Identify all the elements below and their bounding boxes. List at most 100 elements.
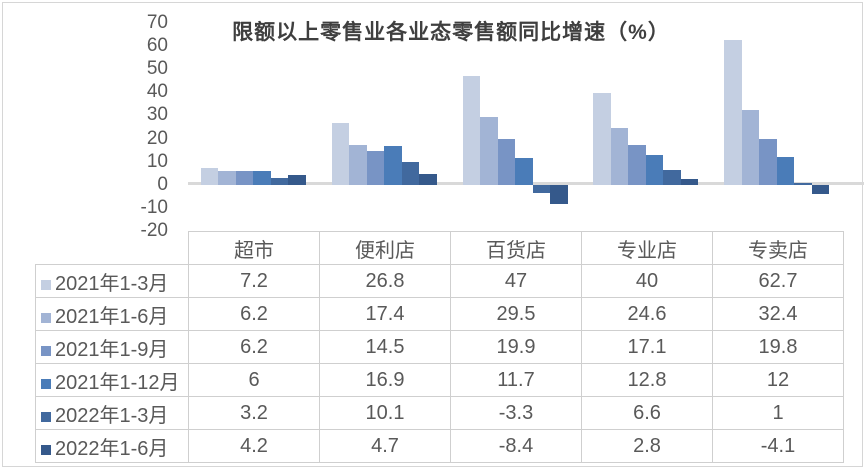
- legend-swatch: [41, 312, 51, 323]
- value-cell: 6.2: [188, 297, 320, 331]
- y-axis: 70 60 50 40 30 20 10 0 -10 -20: [96, 0, 168, 241]
- bar-2021年1-12月-专卖店: [776, 157, 795, 185]
- row-label: 2022年1-3月: [55, 404, 169, 427]
- legend-swatch: [41, 444, 51, 455]
- table-row: 2021年1-3月 7.2 26.8 47 40 62.7: [35, 264, 844, 298]
- value-cell: 2.8: [581, 429, 713, 463]
- value-cell: 12: [712, 363, 844, 397]
- bar-2022年1-3月-专卖店: [794, 182, 812, 185]
- table-row: 2021年1-12月 6 16.9 11.7 12.8 12: [35, 363, 844, 397]
- bar-2021年1-6月-超市: [218, 170, 236, 185]
- value-cell: 11.7: [450, 363, 582, 397]
- y-axis-label: -10: [140, 196, 168, 218]
- bar-2021年1-9月-超市: [235, 170, 254, 185]
- value-cell: 1: [712, 396, 844, 430]
- value-cell: 7.2: [188, 264, 320, 298]
- y-axis-label: 60: [146, 35, 168, 57]
- bar-2021年1-9月-专卖店: [759, 139, 777, 185]
- legend-swatch: [41, 279, 51, 290]
- bar-2021年1-6月-专卖店: [741, 110, 760, 185]
- bar-2022年1-3月-百货店: [532, 185, 550, 193]
- bar-2021年1-3月-超市: [200, 168, 219, 185]
- bar-2021年1-12月-专业店: [645, 155, 664, 185]
- value-cell: 6.6: [581, 396, 713, 430]
- table-header-cell: 超市: [188, 231, 320, 265]
- value-cell: 4.7: [319, 429, 451, 463]
- bar-2022年1-6月-超市: [288, 175, 306, 185]
- plot-area: [188, 23, 864, 231]
- table-header-row: 超市 便利店 百货店 专业店 专卖店: [36, 231, 844, 265]
- value-cell: 17.4: [319, 297, 451, 331]
- value-cell: 17.1: [581, 330, 713, 364]
- bar-2022年1-3月-便利店: [401, 161, 420, 185]
- value-cell: 32.4: [712, 297, 844, 331]
- chart-title: 限额以上零售业各业态零售额同比增速（%）: [232, 21, 670, 44]
- value-cell: -4.1: [712, 429, 844, 463]
- bar-2021年1-3月-便利店: [331, 123, 350, 185]
- row-label: 2022年1-6月: [55, 437, 169, 460]
- y-axis-label: 30: [146, 104, 168, 126]
- table-header-cell: 专卖店: [712, 231, 844, 265]
- value-cell: 40: [581, 264, 713, 298]
- bar-2021年1-9月-便利店: [366, 151, 385, 185]
- legend-swatch: [41, 378, 51, 389]
- table-header-cell: 便利店: [319, 231, 451, 265]
- value-cell: 24.6: [581, 297, 713, 331]
- data-table: 超市 便利店 百货店 专业店 专卖店 2021年1-3月 7.2 26.8 47 40 62.7 20…: [35, 231, 844, 463]
- row-label-cell: 2022年1-6月: [35, 429, 189, 463]
- row-label: 2021年1-12月: [55, 371, 180, 394]
- y-axis-label: 70: [146, 12, 168, 33]
- table-row: 2021年1-9月 6.2 14.5 19.9 17.1 19.8: [35, 330, 844, 364]
- table-header-cell: 百货店: [450, 231, 582, 265]
- y-axis-label: 20: [146, 127, 168, 149]
- bar-2022年1-3月-超市: [270, 177, 289, 185]
- legend-swatch: [41, 345, 51, 356]
- row-label: 2021年1-9月: [55, 338, 169, 361]
- value-cell: 12.8: [581, 363, 713, 397]
- value-cell: 26.8: [319, 264, 451, 298]
- bar-2021年1-6月-百货店: [480, 116, 498, 185]
- value-cell: -8.4: [450, 429, 582, 463]
- value-cell: 16.9: [319, 363, 451, 397]
- value-cell: 62.7: [712, 264, 844, 298]
- table-row: 2022年1-3月 3.2 10.1 -3.3 6.6 1: [35, 396, 844, 430]
- row-label-cell: 2021年1-3月: [35, 264, 189, 298]
- value-cell: 47: [450, 264, 582, 298]
- value-cell: 29.5: [450, 297, 582, 331]
- y-axis-label: 10: [146, 150, 168, 172]
- bar-2021年1-9月-专业店: [628, 145, 646, 185]
- bar-2021年1-3月-专卖店: [724, 40, 742, 185]
- y-axis-label: -20: [140, 220, 168, 241]
- table-corner-cell: [36, 232, 189, 265]
- bar-2022年1-6月-便利店: [419, 174, 437, 185]
- value-cell: 3.2: [188, 396, 320, 430]
- table-row: 2021年1-6月 6.2 17.4 29.5 24.6 32.4: [35, 297, 844, 331]
- y-axis-label: 50: [146, 58, 168, 80]
- bar-2021年1-3月-专业店: [593, 92, 611, 185]
- legend-swatch: [41, 411, 51, 422]
- value-cell: -3.3: [450, 396, 582, 430]
- row-label-cell: 2021年1-12月: [35, 363, 189, 397]
- bar-2021年1-12月-超市: [253, 171, 271, 185]
- row-label-cell: 2021年1-9月: [35, 330, 189, 364]
- bar-2021年1-9月-百货店: [497, 139, 515, 185]
- bar-2021年1-3月-百货店: [462, 76, 480, 185]
- bar-2021年1-6月-便利店: [349, 144, 367, 185]
- row-label-cell: 2022年1-3月: [35, 396, 189, 430]
- table-header-cell: 专业店: [581, 231, 713, 265]
- value-cell: 6.2: [188, 330, 320, 364]
- value-cell: 10.1: [319, 396, 451, 430]
- table-row: 2022年1-6月 4.2 4.7 -8.4 2.8 -4.1: [35, 429, 844, 463]
- row-label: 2021年1-6月: [55, 305, 169, 328]
- bar-2022年1-6月-百货店: [550, 185, 568, 205]
- y-axis-label: 40: [146, 81, 168, 103]
- row-label-cell: 2021年1-6月: [35, 297, 189, 331]
- value-cell: 19.8: [712, 330, 844, 364]
- y-axis-label: 0: [157, 173, 168, 195]
- value-cell: 14.5: [319, 330, 451, 364]
- bar-2021年1-12月-便利店: [384, 145, 402, 185]
- bar-2021年1-6月-专业店: [610, 128, 629, 185]
- bar-2021年1-12月-百货店: [515, 157, 533, 185]
- value-cell: 6: [188, 363, 320, 397]
- row-label: 2021年1-3月: [55, 272, 169, 295]
